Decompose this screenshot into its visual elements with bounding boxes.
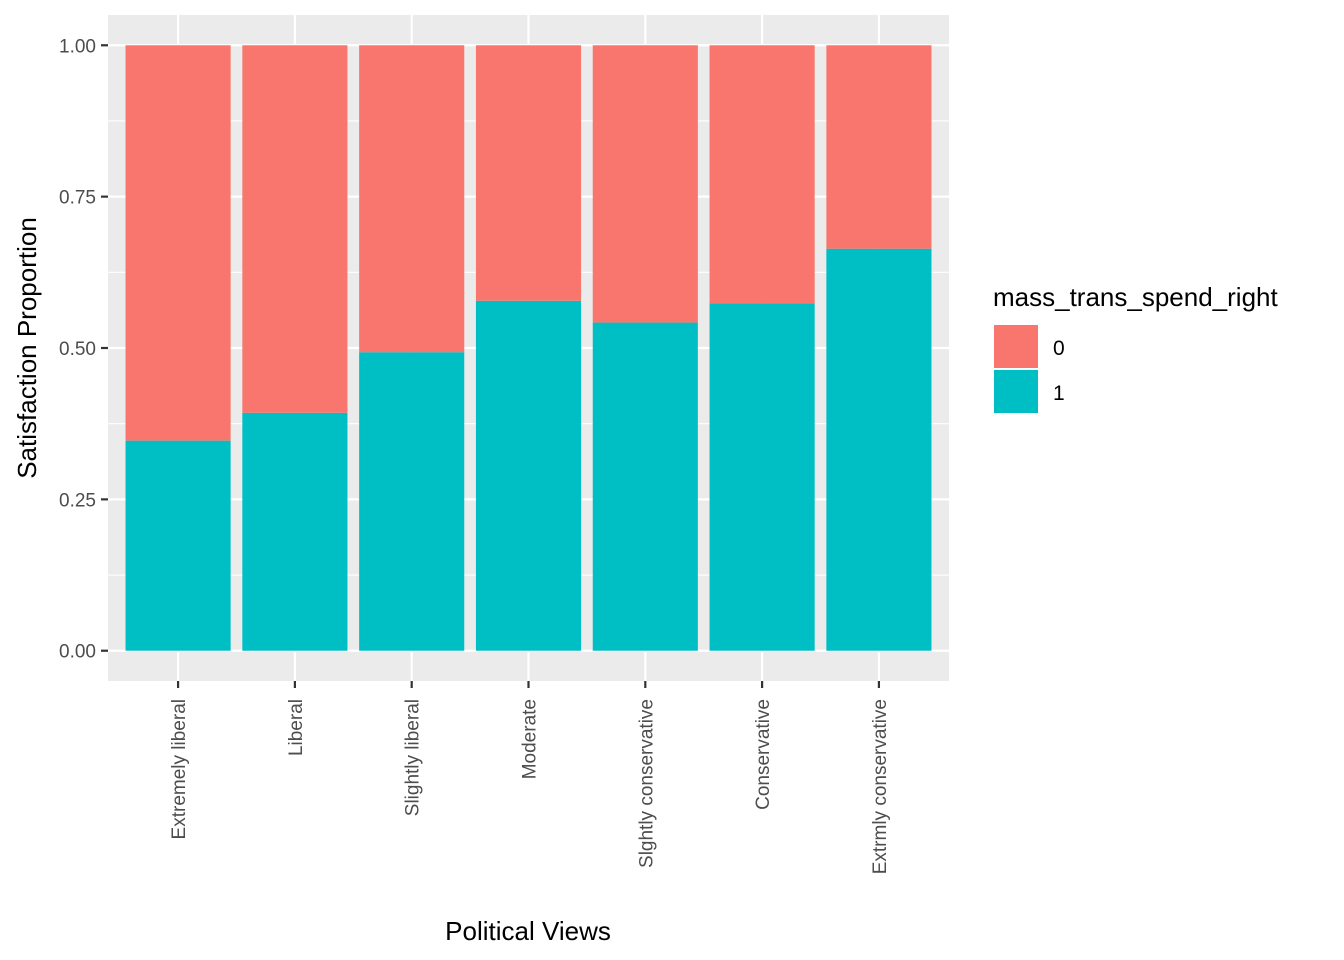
x-tick-label: Extremely liberal bbox=[169, 699, 190, 839]
bar-segment-0 bbox=[125, 45, 231, 441]
legend-label-1: 1 bbox=[1053, 382, 1065, 405]
legend-key-0 bbox=[994, 325, 1038, 368]
x-tick-label: Conservative bbox=[753, 699, 774, 810]
x-tick-label: Slghtly conservative bbox=[636, 699, 657, 868]
y-tick-label: 0.25 bbox=[59, 490, 96, 511]
y-tick-label: 0.50 bbox=[59, 339, 96, 360]
bar-segment-0 bbox=[709, 45, 815, 304]
y-axis-title: Satisfaction Proportion bbox=[12, 217, 42, 479]
legend-label-0: 0 bbox=[1053, 337, 1065, 360]
y-tick-label: 1.00 bbox=[59, 36, 96, 57]
bar-segment-1 bbox=[125, 440, 231, 651]
bar-segment-1 bbox=[475, 300, 582, 651]
bar-segment-0 bbox=[242, 45, 348, 413]
x-tick-label: Slightly liberal bbox=[403, 699, 424, 816]
x-tick-label: Liberal bbox=[286, 699, 307, 756]
bar-segment-0 bbox=[826, 45, 932, 249]
bar-segment-0 bbox=[475, 45, 582, 301]
x-axis: Extremely liberal Liberal Slightly liberal… bbox=[169, 681, 891, 874]
x-tick-label: Extrmly conservative bbox=[870, 699, 891, 874]
bar-segment-1 bbox=[709, 303, 815, 651]
bar-segment-1 bbox=[592, 322, 698, 651]
y-tick-label: 0.75 bbox=[59, 188, 96, 209]
bars bbox=[125, 45, 932, 651]
bar-segment-1 bbox=[242, 412, 348, 651]
bar-segment-1 bbox=[359, 352, 465, 651]
bar-segment-0 bbox=[592, 45, 698, 323]
bar-segment-1 bbox=[826, 248, 932, 651]
x-tick-label: Moderate bbox=[520, 699, 541, 779]
x-axis-title: Political Views bbox=[445, 916, 611, 946]
bar-segment-0 bbox=[359, 45, 465, 353]
legend: mass_trans_spend_right 0 1 bbox=[993, 282, 1278, 413]
y-tick-label: 0.00 bbox=[59, 642, 96, 663]
legend-key-1 bbox=[994, 370, 1038, 413]
y-axis: 0.00 0.25 0.50 0.75 1.00 bbox=[59, 36, 108, 663]
legend-title: mass_trans_spend_right bbox=[993, 282, 1278, 312]
